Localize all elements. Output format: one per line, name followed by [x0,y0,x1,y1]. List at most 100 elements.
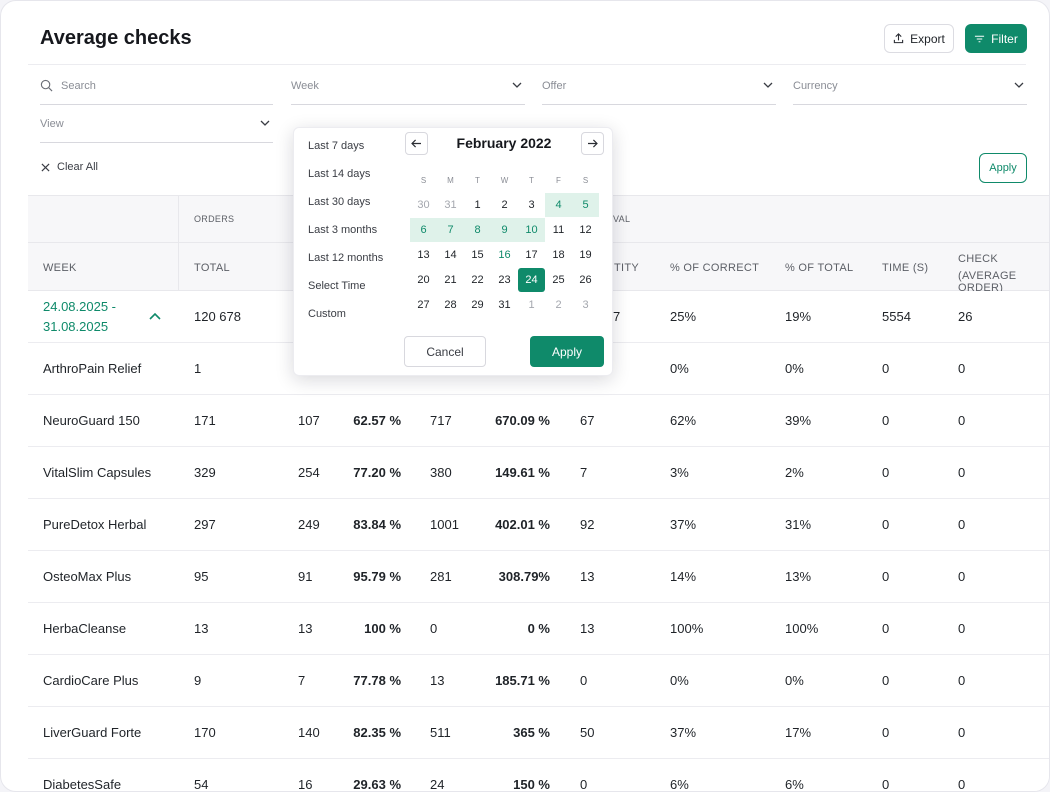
calendar-day[interactable]: 31 [444,199,457,211]
apply-date-button[interactable]: Apply [530,336,604,367]
cell-qty: 92 [580,517,595,532]
chevron-down-icon [512,82,522,88]
table-row[interactable] [28,395,1049,447]
week-select[interactable]: Week [291,67,525,105]
calendar-day[interactable]: 1 [528,299,535,311]
filter-button[interactable]: Filter [965,24,1027,53]
calendar-day[interactable]: 10 [525,224,538,236]
cell-qty: 13 [580,621,595,636]
calendar-day[interactable]: 14 [444,249,457,261]
calendar-day[interactable]: 20 [417,274,430,286]
table-row[interactable] [28,447,1049,499]
calendar-day-selected[interactable]: 24 [518,268,545,292]
cell-pct-correct: 0% [670,361,689,376]
cell-name: OsteoMax Plus [43,569,132,584]
header-total[interactable]: TOTAL [194,262,230,274]
cell-c3: 77.78 % [353,673,401,688]
week-quantity: 7 [613,309,621,324]
calendar-day[interactable]: 4 [555,199,562,211]
offer-select[interactable]: Offer [542,67,776,105]
header-pct-total[interactable]: % OF TOTAL [785,262,854,274]
week-range-link[interactable]: 24.08.2025 - 31.08.2025 [43,297,116,337]
calendar-day[interactable]: 16 [498,249,511,261]
week-range-end: 31.08.2025 [43,319,109,334]
chevron-up-icon[interactable] [148,311,162,321]
calendar-day[interactable]: 26 [579,274,592,286]
cell-time: 0 [882,621,890,636]
calendar-day[interactable]: 22 [471,274,484,286]
header-pct-correct[interactable]: % OF CORRECT [670,262,760,274]
preset-option[interactable]: Last 3 months [308,224,378,236]
table-row[interactable] [28,759,1049,791]
calendar-day[interactable]: 1 [474,199,481,211]
calendar-day[interactable]: 18 [552,249,565,261]
preset-option[interactable]: Last 30 days [308,196,371,208]
calendar-day[interactable]: 28 [444,299,457,311]
preset-option[interactable]: Select Time [308,280,366,292]
view-select[interactable]: View [40,105,273,143]
cell-c2: 107 [298,413,320,428]
calendar-day[interactable]: 2 [555,299,562,311]
calendar-day[interactable]: 21 [444,274,457,286]
cell-qty: 67 [580,413,595,428]
calendar-day[interactable]: 25 [552,274,565,286]
calendar-day[interactable]: 3 [528,199,535,211]
search-input[interactable]: Search [40,67,273,105]
calendar-day[interactable]: 13 [417,249,430,261]
calendar-day[interactable]: 8 [474,224,481,236]
calendar-day[interactable]: 29 [471,299,484,311]
preset-option[interactable]: Last 14 days [308,168,371,180]
cell-time: 0 [882,673,890,688]
chevron-down-icon [1014,82,1024,88]
cell-c2: 91 [298,569,313,584]
prev-month-button[interactable] [405,132,428,155]
currency-select[interactable]: Currency [793,67,1027,105]
cell-check: 0 [958,569,966,584]
calendar-day[interactable]: 15 [471,249,484,261]
cell-time: 0 [882,517,890,532]
table-row[interactable] [28,655,1049,707]
cell-name: HerbaCleanse [43,621,127,636]
cell-c3: 62.57 % [353,413,401,428]
calendar-day[interactable]: 2 [501,199,508,211]
calendar-day[interactable]: 12 [579,224,592,236]
preset-option[interactable]: Last 12 months [308,252,384,264]
export-button[interactable]: Export [884,24,954,53]
calendar-day[interactable]: 7 [447,224,454,236]
table-row[interactable] [28,707,1049,759]
calendar-day[interactable]: 9 [501,224,508,236]
cell-pct-total: 39% [785,413,812,428]
cell-time: 0 [882,777,890,792]
calendar-day[interactable]: 6 [420,224,427,236]
close-icon [41,162,50,172]
currency-select-label: Currency [793,79,838,92]
calendar-day[interactable]: 27 [417,299,430,311]
calendar-day[interactable]: 19 [579,249,592,261]
cell-total: 95 [194,569,209,584]
calendar-day[interactable]: 5 [582,199,589,211]
preset-option[interactable]: Custom [308,308,346,320]
header-week[interactable]: WEEK [43,262,77,274]
calendar-day[interactable]: 11 [552,224,565,236]
cell-name: ArthroPain Relief [43,361,142,376]
table-row[interactable] [28,603,1049,655]
clear-all-button[interactable]: Clear All [41,161,98,173]
header-time[interactable]: TIME (S) [882,262,929,274]
header-quantity[interactable]: TITY [614,262,640,274]
cancel-button[interactable]: Cancel [404,336,486,367]
calendar-day[interactable]: 30 [417,199,430,211]
preset-option[interactable]: Last 7 days [308,140,365,152]
calendar-day[interactable]: 23 [498,274,511,286]
cell-pct-total: 100% [785,621,819,636]
table-row[interactable] [28,551,1049,603]
next-month-button[interactable] [581,132,604,155]
header-check[interactable]: CHECK (AVERAGE ORDER) [958,253,1049,294]
table-row[interactable] [28,499,1049,551]
cell-c2: 13 [298,621,313,636]
calendar-day[interactable]: 31 [498,299,511,311]
date-range-highlight [410,218,545,242]
apply-filters-button[interactable]: Apply [979,153,1027,183]
weekday-label: T [529,176,534,185]
calendar-day[interactable]: 17 [525,249,538,261]
calendar-day[interactable]: 3 [582,299,589,311]
